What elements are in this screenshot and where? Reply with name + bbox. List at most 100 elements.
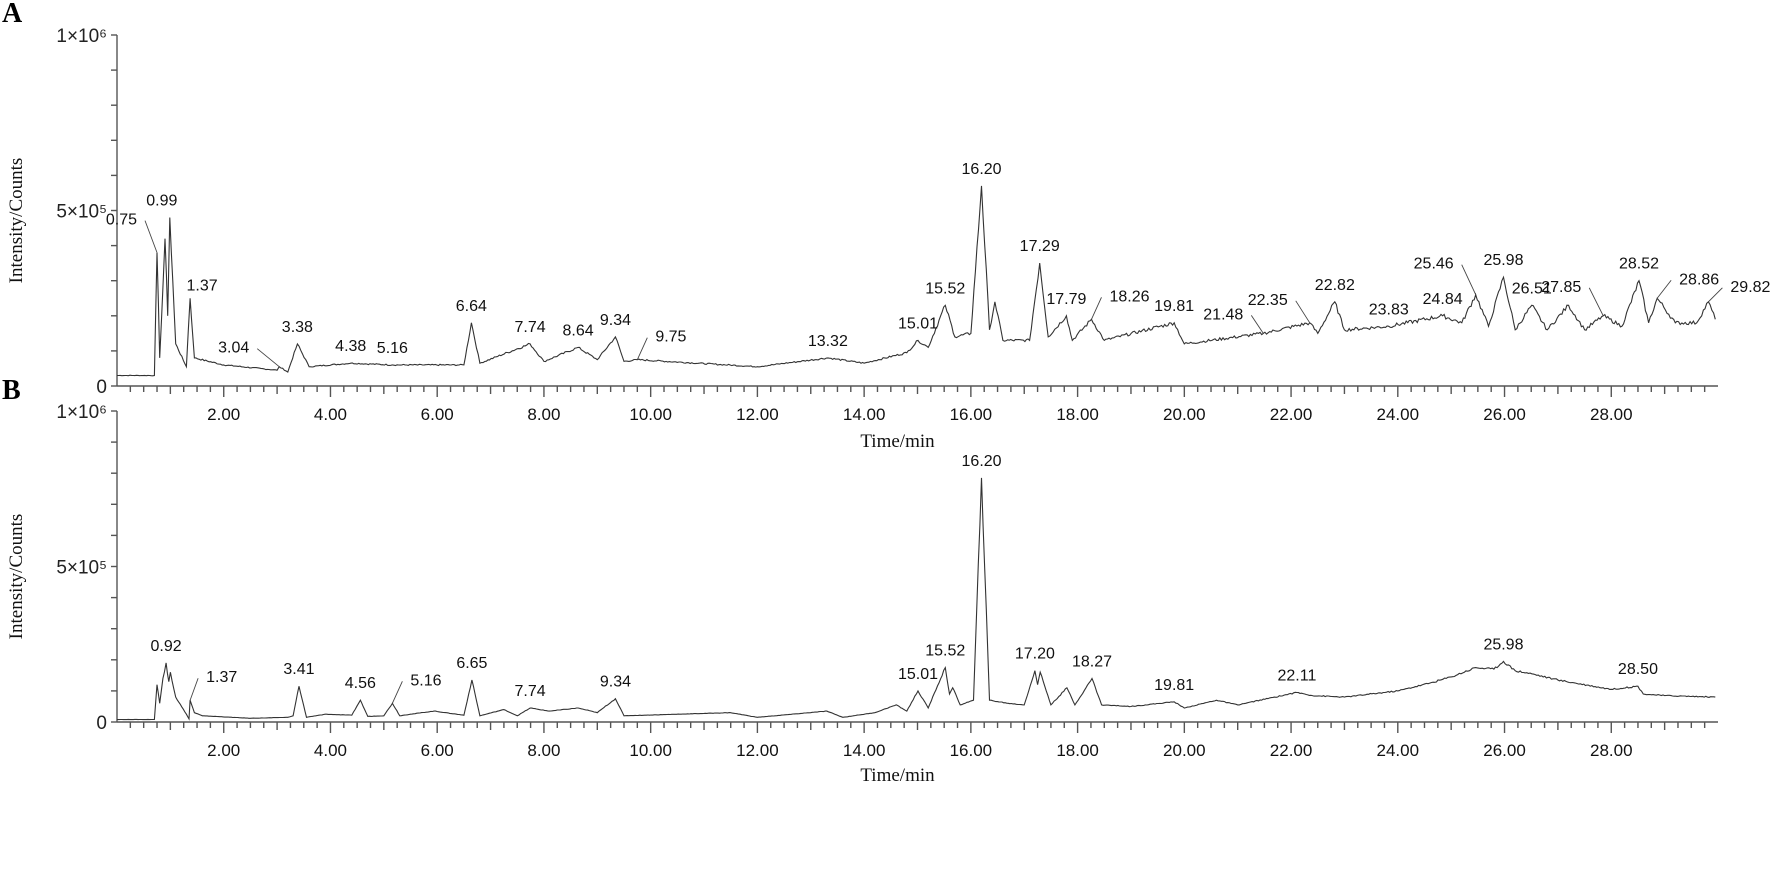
x-axis-title: Time/min bbox=[860, 765, 935, 786]
peak-label: 4.38 bbox=[335, 338, 366, 355]
peak-label: 3.41 bbox=[283, 661, 314, 678]
peak-label: 7.74 bbox=[514, 683, 545, 700]
x-tick-label: 24.00 bbox=[1377, 405, 1420, 424]
peak-label: 28.52 bbox=[1619, 256, 1659, 273]
y-axis-title: Intensity/Counts bbox=[6, 514, 27, 640]
x-tick-label: 20.00 bbox=[1163, 741, 1206, 760]
x-tick-label: 22.00 bbox=[1270, 741, 1313, 760]
peak-label: 21.48 bbox=[1203, 306, 1243, 323]
x-tick-label: 22.00 bbox=[1270, 405, 1313, 424]
x-tick-label: 24.00 bbox=[1377, 741, 1420, 760]
peak-leader-line bbox=[144, 220, 158, 253]
peak-label: 15.52 bbox=[925, 280, 965, 297]
peak-label: 5.16 bbox=[410, 672, 441, 689]
peak-label: 15.52 bbox=[925, 643, 965, 660]
chromatogram-trace bbox=[116, 477, 1716, 721]
x-tick-label: 10.00 bbox=[629, 405, 672, 424]
peak-label: 1.37 bbox=[187, 277, 218, 294]
y-tick-label: 1×10⁶ bbox=[56, 402, 107, 423]
peak-label: 8.64 bbox=[563, 322, 594, 339]
peak-label: 16.20 bbox=[962, 453, 1002, 470]
y-tick-label: 0 bbox=[96, 713, 107, 734]
peak-label: 6.65 bbox=[456, 655, 487, 672]
peak-label: 25.46 bbox=[1414, 256, 1454, 273]
chart-panel-b: 0 5×10⁵ 1×10⁶ 2.00 4.00 6.00 8.00 10.00 12.00 14.… bbox=[6, 402, 1718, 786]
peak-label: 29.82 bbox=[1730, 279, 1770, 296]
y-axis-title: Intensity/Counts bbox=[6, 158, 27, 284]
peak-leader-line bbox=[1588, 287, 1604, 317]
peak-label: 9.75 bbox=[655, 329, 686, 346]
peak-label: 22.11 bbox=[1278, 667, 1317, 684]
peak-label: 3.04 bbox=[218, 340, 249, 357]
chromatogram-trace bbox=[117, 185, 1716, 377]
peak-label: 17.29 bbox=[1020, 238, 1060, 255]
peak-label: 15.01 bbox=[898, 315, 938, 332]
peak-label: 26.51 bbox=[1512, 280, 1552, 297]
peak-label: 28.86 bbox=[1679, 271, 1719, 288]
peak-label: 0.75 bbox=[106, 212, 137, 229]
peak-leader-line bbox=[256, 348, 280, 368]
peak-label: 13.32 bbox=[808, 333, 848, 350]
peak-leader-line bbox=[1091, 297, 1102, 320]
peak-label: 23.83 bbox=[1369, 301, 1409, 318]
x-tick-label: 14.00 bbox=[843, 741, 886, 760]
peak-label: 18.27 bbox=[1072, 653, 1112, 670]
peak-label: 25.98 bbox=[1483, 636, 1523, 653]
peak-leader-line bbox=[1250, 315, 1264, 334]
peak-leader-line bbox=[391, 681, 403, 704]
peak-label: 7.74 bbox=[514, 319, 545, 336]
peak-leader-line bbox=[1295, 300, 1311, 324]
x-tick-label: 12.00 bbox=[736, 405, 779, 424]
peak-label: 9.34 bbox=[600, 312, 631, 329]
peak-leader-line bbox=[636, 337, 648, 360]
peak-label: 0.99 bbox=[146, 193, 177, 210]
x-tick-label: 12.00 bbox=[736, 741, 779, 760]
x-tick-label: 18.00 bbox=[1056, 741, 1099, 760]
y-tick-label: 5×10⁵ bbox=[56, 558, 107, 579]
peak-label: 25.98 bbox=[1483, 252, 1523, 269]
peak-label: 28.50 bbox=[1618, 661, 1658, 678]
peak-label: 16.20 bbox=[962, 161, 1002, 178]
peak-label: 6.64 bbox=[456, 298, 487, 315]
x-tick-label: 8.00 bbox=[527, 741, 560, 760]
x-tick-label: 16.00 bbox=[950, 741, 993, 760]
x-tick-label: 20.00 bbox=[1163, 405, 1206, 424]
x-tick-label: 14.00 bbox=[843, 405, 886, 424]
panel-label-a: A bbox=[2, 0, 23, 29]
x-tick-label: 28.00 bbox=[1590, 741, 1633, 760]
x-tick-label: 16.00 bbox=[950, 405, 993, 424]
y-tick-label: 5×10⁵ bbox=[56, 202, 107, 223]
x-tick-label: 4.00 bbox=[314, 741, 347, 760]
peak-label: 22.82 bbox=[1315, 277, 1355, 294]
peak-label: 9.34 bbox=[600, 674, 631, 691]
y-tick-label: 1×10⁶ bbox=[56, 26, 107, 47]
x-tick-label: 10.00 bbox=[629, 741, 672, 760]
peak-leader-line bbox=[1708, 287, 1723, 303]
x-tick-label: 2.00 bbox=[207, 741, 240, 760]
x-tick-label: 18.00 bbox=[1056, 405, 1099, 424]
x-tick-label: 26.00 bbox=[1483, 405, 1526, 424]
x-tick-label: 28.00 bbox=[1590, 405, 1633, 424]
y-tick-label: 0 bbox=[96, 377, 107, 398]
peak-label: 5.16 bbox=[377, 340, 408, 357]
chart-panel-a: 0 5×10⁵ 1×10⁶ 2.00 4.00 6.00 8.00 10.00 12.00 14.… bbox=[6, 26, 1771, 452]
x-tick-label: 8.00 bbox=[527, 405, 560, 424]
peak-label: 0.92 bbox=[151, 638, 182, 655]
x-tick-label: 26.00 bbox=[1483, 741, 1526, 760]
peak-label: 19.81 bbox=[1154, 677, 1194, 694]
peak-label: 15.01 bbox=[898, 666, 938, 683]
x-tick-label: 6.00 bbox=[421, 741, 454, 760]
peak-leader-line bbox=[1461, 264, 1477, 295]
peak-label: 22.35 bbox=[1248, 292, 1288, 309]
x-tick-label: 4.00 bbox=[314, 405, 347, 424]
x-axis-title: Time/min bbox=[860, 431, 935, 452]
panel-label-b: B bbox=[2, 375, 21, 406]
x-tick-label: 6.00 bbox=[421, 405, 454, 424]
peak-label: 4.56 bbox=[345, 675, 376, 692]
peak-label: 17.79 bbox=[1046, 291, 1086, 308]
peak-label: 19.81 bbox=[1154, 298, 1194, 315]
peak-label: 1.37 bbox=[206, 669, 237, 686]
peak-label: 17.20 bbox=[1015, 646, 1055, 663]
peak-label: 18.26 bbox=[1109, 288, 1149, 305]
peak-label: 27.85 bbox=[1541, 279, 1581, 296]
